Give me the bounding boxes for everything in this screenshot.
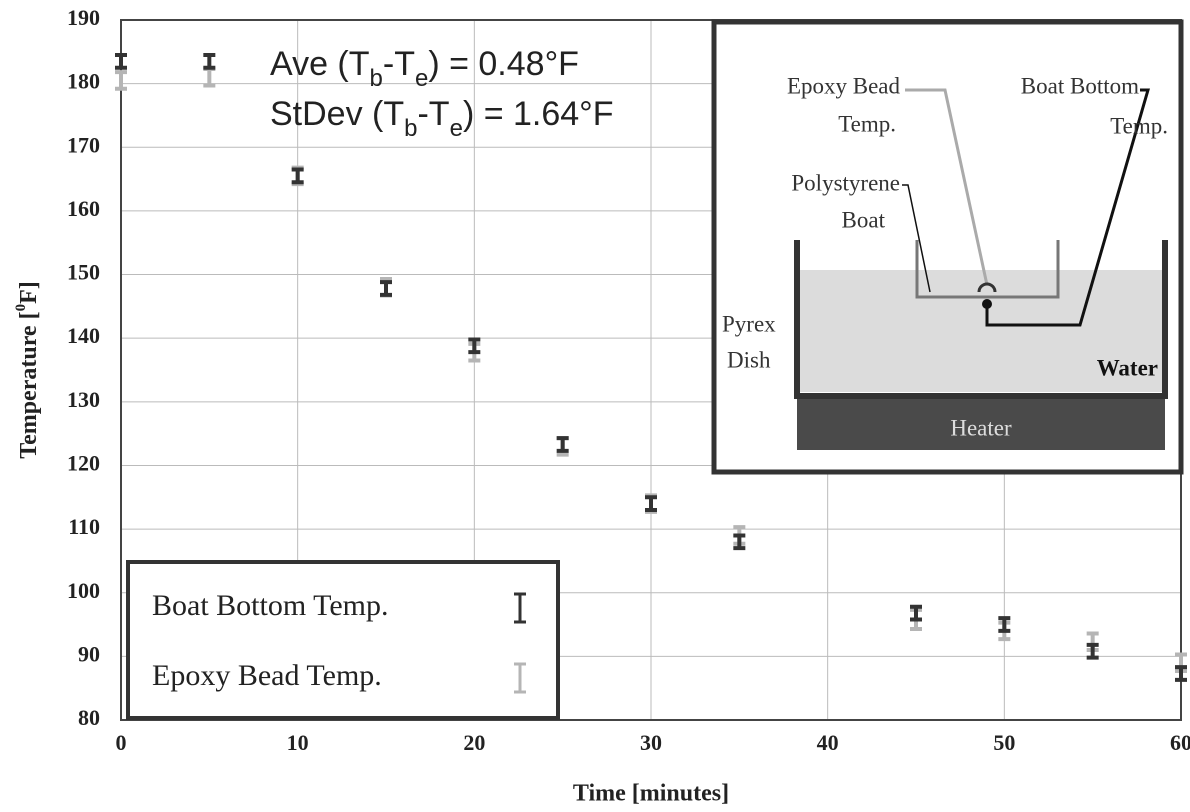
error-bar [998, 616, 1011, 633]
legend-swatch [514, 662, 526, 694]
annotation-part: b [404, 115, 417, 142]
x-tick-label: 40 [817, 730, 839, 755]
inset: Epoxy Bead Temp. Boat Bottom Temp. Polys… [711, 19, 1184, 475]
inset-label: Temp. [838, 111, 896, 136]
boat-bottom-wire [985, 88, 1150, 327]
y-axis-label: Temperature [0F] [13, 281, 41, 458]
inset-label: Boat [842, 207, 886, 232]
y-tick-label: 140 [67, 323, 100, 348]
heater [797, 396, 1165, 450]
y-tick-label: 80 [78, 705, 100, 730]
inset-label: Boat Bottom [1021, 73, 1139, 98]
y-tick-label: 180 [67, 69, 100, 94]
y-tick-label: 110 [68, 514, 100, 539]
x-tick-label: 30 [640, 730, 662, 755]
epoxy-wire [905, 88, 989, 286]
x-tick-label: 10 [287, 730, 309, 755]
y-tick-label: 160 [67, 196, 100, 221]
y-tick-label: 190 [67, 5, 100, 30]
error-bar [203, 53, 216, 70]
annotation-part: -T [383, 45, 415, 83]
y-tick-label: 90 [78, 641, 100, 666]
annotation-part: Ave (T [270, 45, 370, 83]
error-bar [380, 280, 392, 297]
y-tick-label: 170 [67, 132, 100, 157]
x-axis-label: Time [minutes] [573, 781, 729, 807]
inset-label: Epoxy Bead [787, 73, 901, 98]
inset-label: Dish [727, 347, 771, 372]
error-bar [115, 53, 127, 70]
y-tick-label: 130 [67, 387, 100, 412]
boat-pointer [902, 184, 931, 293]
annotation-part: e [415, 65, 428, 92]
error-bar [115, 70, 127, 91]
annotation-part: -T [417, 95, 449, 133]
y-tick-label: 100 [67, 578, 100, 603]
thermocouple [982, 299, 992, 309]
annotation: Ave (Tb-Te) = 0.48°F [270, 45, 579, 92]
legend-label: Epoxy Bead Temp. [152, 659, 382, 692]
legend: Boat Bottom Temp. Epoxy Bead Temp. [126, 560, 560, 720]
error-bar [910, 604, 922, 622]
annotation-part: e [450, 115, 463, 142]
annotation-part: ) = 1.64°F [463, 95, 614, 133]
y-axis-label-part: 0 [13, 304, 29, 312]
epoxy-bead [977, 282, 997, 293]
error-bar [1086, 642, 1099, 660]
annotation-part: StDev (T [270, 95, 404, 133]
error-bar [291, 167, 304, 185]
error-bar [556, 436, 569, 453]
boat [915, 240, 1060, 299]
y-axis-label-part: F] [16, 281, 42, 304]
error-bar [1175, 665, 1187, 682]
legend-label: Boat Bottom Temp. [152, 589, 389, 622]
inset-label: Heater [950, 415, 1012, 440]
annotation: StDev (Tb-Te) = 1.64°F [270, 95, 614, 142]
y-tick-label: 120 [67, 451, 100, 476]
annotation-part: ) = 0.48°F [428, 45, 579, 83]
inset-label: Water [1097, 355, 1158, 380]
water [800, 270, 1162, 392]
error-bar [468, 337, 481, 355]
error-bar [645, 495, 657, 512]
y-axis-label-part: Temperature [ [16, 311, 42, 458]
error-bar [733, 533, 746, 551]
dish [794, 240, 1168, 399]
x-tick-label: 20 [463, 730, 485, 755]
inset-label: Pyrex [722, 311, 776, 336]
x-tick-label: 60 [1170, 730, 1190, 755]
x-tick-label: 50 [993, 730, 1015, 755]
y-tick-label: 150 [67, 260, 100, 285]
legend-frame [126, 560, 560, 720]
inset-label: Temp. [1110, 113, 1168, 138]
annotation-part: b [370, 65, 383, 92]
legend-swatch [514, 592, 526, 624]
marks [115, 53, 1187, 682]
inset-label: Polystyrene [791, 170, 900, 195]
x-tick-label: 0 [116, 730, 127, 755]
error-bar [203, 67, 216, 88]
